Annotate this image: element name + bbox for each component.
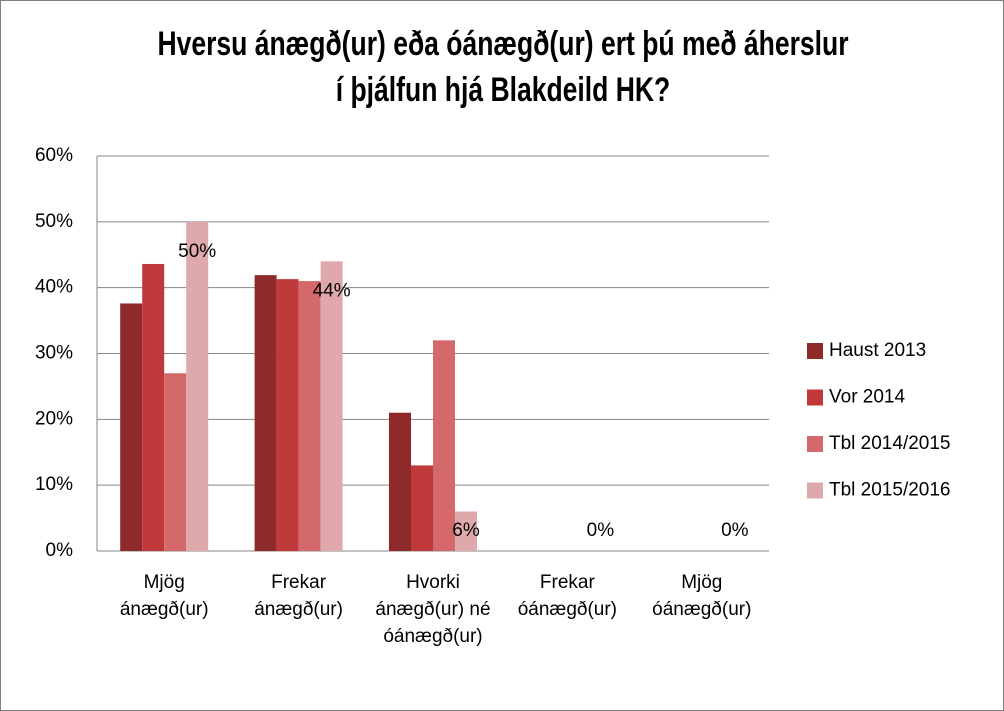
bar <box>142 263 165 551</box>
legend-swatch <box>807 343 823 359</box>
legend-label: Haust 2013 <box>829 340 926 361</box>
bar <box>254 275 277 551</box>
y-tick-label: 50% <box>35 211 73 232</box>
legend-swatch <box>807 482 823 499</box>
data-label: 50% <box>178 241 216 262</box>
data-label: 44% <box>313 280 351 301</box>
bar <box>455 511 477 551</box>
x-tick-label: Frekar óánægð(ur) <box>517 572 618 620</box>
y-tick-label: 40% <box>35 277 73 298</box>
bar <box>320 261 343 551</box>
x-tick-label: Hvorki ánægð(ur) né óánægð(ur) <box>375 572 491 647</box>
y-tick-label: 60% <box>35 145 73 166</box>
y-tick-label: 20% <box>35 408 73 429</box>
data-label: 6% <box>452 520 480 541</box>
x-tick-label: Mjög óánægð(ur) <box>652 572 752 620</box>
data-label: 0% <box>587 520 615 541</box>
legend-label: Tbl 2015/2016 <box>829 480 951 501</box>
legend-swatch <box>807 389 823 406</box>
bar <box>298 281 321 551</box>
bar <box>120 303 143 551</box>
x-tick-label: Frekar ánægð(ur) <box>254 572 343 620</box>
y-tick-label: 10% <box>35 474 73 495</box>
bar <box>411 465 433 551</box>
bar <box>186 221 209 552</box>
bar <box>433 340 455 551</box>
legend-swatch <box>807 436 823 452</box>
legend-label: Vor 2014 <box>829 387 905 408</box>
x-tick-label: Mjög ánægð(ur) <box>119 572 209 620</box>
data-label: 0% <box>721 520 749 541</box>
chart-title: Hversu ánægð(ur) eða óánægð(ur) ert þú m… <box>157 25 849 109</box>
y-tick-label: 30% <box>35 343 73 364</box>
y-tick-label: 0% <box>46 540 74 561</box>
legend-label: Tbl 2014/2015 <box>829 433 951 454</box>
bar <box>164 373 187 551</box>
bar <box>276 279 299 551</box>
bar <box>389 412 411 551</box>
